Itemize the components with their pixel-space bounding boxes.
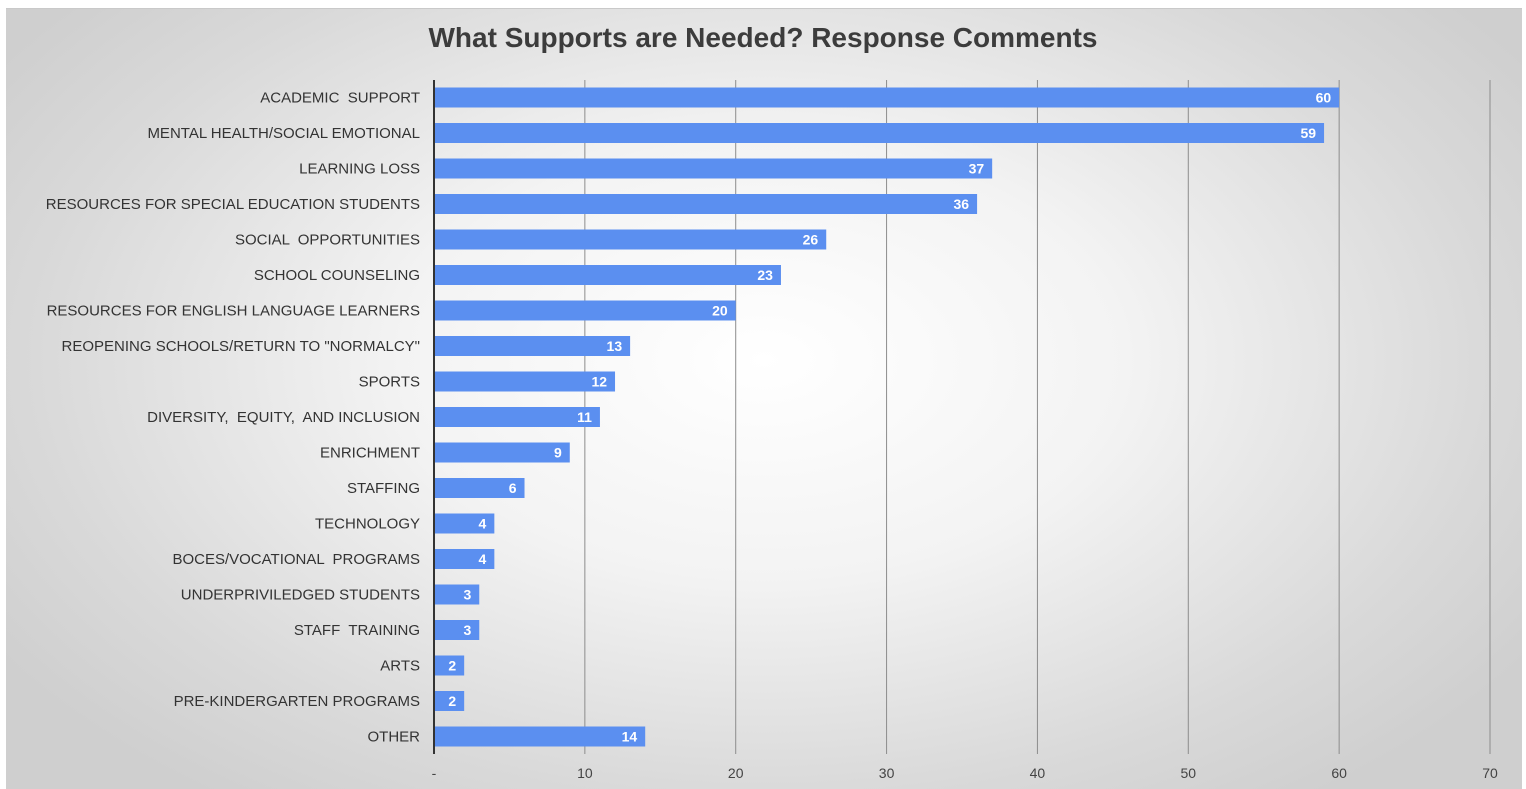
bar <box>434 300 736 321</box>
data-label: 20 <box>712 303 728 319</box>
bar <box>434 407 600 427</box>
data-label: 23 <box>757 267 773 283</box>
data-label: 3 <box>463 587 471 603</box>
bar <box>434 478 525 498</box>
category-label: UNDERPRIVILEDGED STUDENTS <box>181 587 420 604</box>
bar <box>434 584 480 605</box>
chart-title: What Supports are Needed? Response Comme… <box>428 22 1098 53</box>
category-label: ARTS <box>380 658 420 675</box>
data-label: 9 <box>554 445 562 461</box>
category-label: REOPENING SCHOOLS/RETURN TO "NORMALCY" <box>62 338 420 355</box>
x-tick-label: 20 <box>728 765 744 781</box>
category-label: STAFF TRAINING <box>294 622 420 639</box>
data-label: 6 <box>509 480 517 496</box>
data-label: 2 <box>448 658 456 674</box>
data-label: 14 <box>622 729 638 745</box>
x-tick-label: 30 <box>879 765 895 781</box>
data-label: 4 <box>479 551 487 567</box>
category-label: ENRICHMENT <box>320 445 420 462</box>
bar <box>434 158 993 179</box>
x-tick-label: 70 <box>1482 765 1498 781</box>
data-label: 13 <box>607 338 623 354</box>
category-label: ACADEMIC SUPPORT <box>260 90 420 107</box>
bar <box>434 691 465 711</box>
data-label: 59 <box>1300 125 1316 141</box>
bar <box>434 336 631 356</box>
bar <box>434 726 646 747</box>
bar <box>434 371 616 392</box>
labels: - 10 20 30 40 50 60 70 60 ACADEMIC SUPPORT 59 MENTA… <box>46 90 1498 782</box>
bar <box>434 513 495 534</box>
category-label: OTHER <box>368 729 421 746</box>
category-label: RESOURCES FOR ENGLISH LANGUAGE LEARNERS <box>47 303 420 320</box>
category-label: LEARNING LOSS <box>299 161 420 178</box>
bars <box>434 87 1340 747</box>
bar <box>434 194 978 214</box>
bar <box>434 655 465 676</box>
x-tick-label: 40 <box>1030 765 1046 781</box>
grid-lines <box>584 80 1491 754</box>
data-label: 2 <box>448 693 456 709</box>
category-label: SCHOOL COUNSELING <box>254 267 420 284</box>
data-label: 12 <box>591 374 607 390</box>
bar <box>434 620 480 640</box>
category-label: TECHNOLOGY <box>315 516 420 533</box>
bar <box>434 442 570 463</box>
category-label: SPORTS <box>359 374 420 391</box>
data-label: 60 <box>1316 90 1332 106</box>
data-label: 37 <box>969 161 985 177</box>
category-label: MENTAL HEALTH/SOCIAL EMOTIONAL <box>147 125 420 142</box>
data-label: 4 <box>479 516 487 532</box>
category-label: RESOURCES FOR SPECIAL EDUCATION STUDENTS <box>46 196 420 213</box>
bar <box>434 87 1340 108</box>
x-tick-label: 10 <box>577 765 593 781</box>
category-label: SOCIAL OPPORTUNITIES <box>235 232 420 249</box>
category-label: BOCES/VOCATIONAL PROGRAMS <box>172 551 420 568</box>
x-tick-label: 60 <box>1331 765 1347 781</box>
category-label: DIVERSITY, EQUITY, AND INCLUSION <box>147 409 420 426</box>
data-label: 11 <box>577 409 592 425</box>
bar <box>434 229 827 250</box>
data-label: 3 <box>463 622 471 638</box>
data-label: 36 <box>954 196 970 212</box>
category-label: PRE-KINDERGARTEN PROGRAMS <box>174 693 420 710</box>
category-label: STAFFING <box>347 480 420 497</box>
x-tick-label: 50 <box>1180 765 1196 781</box>
bar <box>434 265 781 285</box>
bar <box>434 549 495 569</box>
bar <box>434 123 1325 143</box>
data-label: 26 <box>803 232 819 248</box>
x-tick-label: - <box>432 765 437 781</box>
